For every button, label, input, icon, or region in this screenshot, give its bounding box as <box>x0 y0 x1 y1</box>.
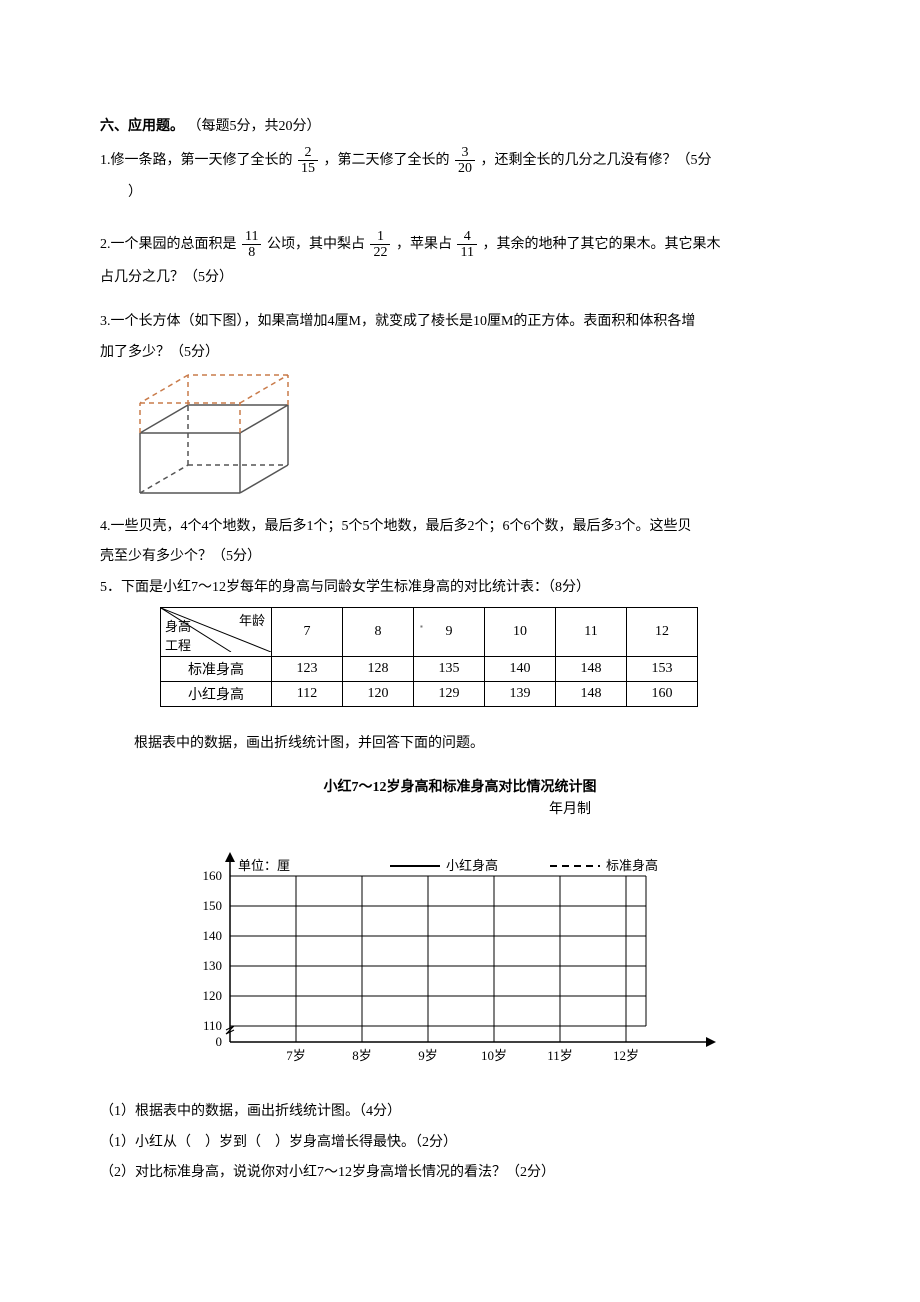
q1-frac1: 215 <box>298 145 318 177</box>
chart-subtitle: 年月制 <box>100 798 820 818</box>
svg-text:单位：厘: 单位：厘 <box>238 858 290 873</box>
svg-text:7岁: 7岁 <box>286 1048 306 1063</box>
q1-line1: 1.修一条路，第一天修了全长的 215 ，第二天修了全长的 320 ，还剩全长的… <box>100 145 820 177</box>
q2-line2: 占几分之几？（5分） <box>100 265 820 292</box>
q2-frac2: 122 <box>370 229 390 261</box>
q1-f2n: 3 <box>455 145 475 161</box>
section-heading: 六、应用题。 （每题5分，共20分） <box>100 114 820 141</box>
q1-f1d: 15 <box>298 161 318 176</box>
svg-text:160: 160 <box>203 868 223 883</box>
svg-text:120: 120 <box>203 988 223 1003</box>
height-table: 年龄身高工程789▪101112标准身高123128135140148153小红… <box>160 607 698 707</box>
svg-text:130: 130 <box>203 958 223 973</box>
svg-text:140: 140 <box>203 928 223 943</box>
section-title: 六、应用题。 <box>100 119 184 134</box>
subq-a: （1）根据表中的数据，画出折线统计图。（4分） <box>100 1099 820 1126</box>
q2-mid1: 公顷，其中梨占 <box>267 237 365 252</box>
svg-text:150: 150 <box>203 898 223 913</box>
svg-text:8岁: 8岁 <box>352 1048 372 1063</box>
svg-text:9岁: 9岁 <box>418 1048 438 1063</box>
q1-f1n: 2 <box>298 145 318 161</box>
q1-f2d: 20 <box>455 161 475 176</box>
q2-f3d: 11 <box>457 245 476 260</box>
q2-post: ，其余的地种了其它的果木。其它果木 <box>482 237 720 252</box>
q1-post: ，还剩全长的几分之几没有修？（5分 <box>481 153 712 168</box>
q2-mid2: ，苹果占 <box>396 237 452 252</box>
chart: 单位：厘 小红身高 标准身高 160 150 140 130 120 1100 7岁 8岁 9岁 10岁… <box>160 822 820 1087</box>
q2-pre: 2.一个果园的总面积是 <box>100 237 237 252</box>
q3-line2: 加了多少？（5分） <box>100 340 820 367</box>
svg-text:小红身高: 小红身高 <box>446 858 498 873</box>
q2-f2d: 22 <box>370 245 390 260</box>
q3-line1: 3.一个长方体（如下图），如果高增加4厘M，就变成了棱长是10厘M的正方体。表面… <box>100 309 820 336</box>
svg-text:110: 110 <box>203 1018 222 1033</box>
q2-line1: 2.一个果园的总面积是 118 公顷，其中梨占 122 ，苹果占 411 ，其余… <box>100 229 820 261</box>
subq-c: （2）对比标准身高，说说你对小红7～12岁身高增长情况的看法？（2分） <box>100 1160 820 1187</box>
q4-line2: 壳至少有多少个？（5分） <box>100 544 820 571</box>
after-table: 根据表中的数据，画出折线统计图，并回答下面的问题。 <box>100 731 820 758</box>
svg-text:标准身高: 标准身高 <box>606 858 658 873</box>
q2-f1n: 11 <box>242 229 261 245</box>
q4-line1: 4.一些贝壳，4个4个地数，最后多1个；5个5个地数，最后多2个；6个6个数，最… <box>100 514 820 541</box>
cuboid-figure <box>130 373 820 508</box>
subq-b: （1）小红从（ ）岁到（ ）岁身高增长得最快。（2分） <box>100 1130 820 1157</box>
q2-f2n: 1 <box>370 229 390 245</box>
q1-frac2: 320 <box>455 145 475 177</box>
section-sub: （每题5分，共20分） <box>188 119 321 134</box>
q2-frac3: 411 <box>457 229 476 261</box>
q1-line2: ） <box>100 180 820 207</box>
chart-title: 小红7～12岁身高和标准身高对比情况统计图 <box>100 776 820 796</box>
svg-text:0: 0 <box>216 1034 223 1049</box>
q2-frac1: 118 <box>242 229 261 261</box>
q2-f1d: 8 <box>242 245 261 260</box>
svg-text:10岁: 10岁 <box>481 1048 507 1063</box>
svg-text:11岁: 11岁 <box>547 1048 573 1063</box>
q1-pre: 1.修一条路，第一天修了全长的 <box>100 153 293 168</box>
svg-text:12岁: 12岁 <box>613 1048 639 1063</box>
q1-mid: ，第二天修了全长的 <box>324 153 450 168</box>
q2-f3n: 4 <box>457 229 476 245</box>
q5-intro: 5．下面是小红7～12岁每年的身高与同龄女学生标准身高的对比统计表：（8分） <box>100 575 820 602</box>
